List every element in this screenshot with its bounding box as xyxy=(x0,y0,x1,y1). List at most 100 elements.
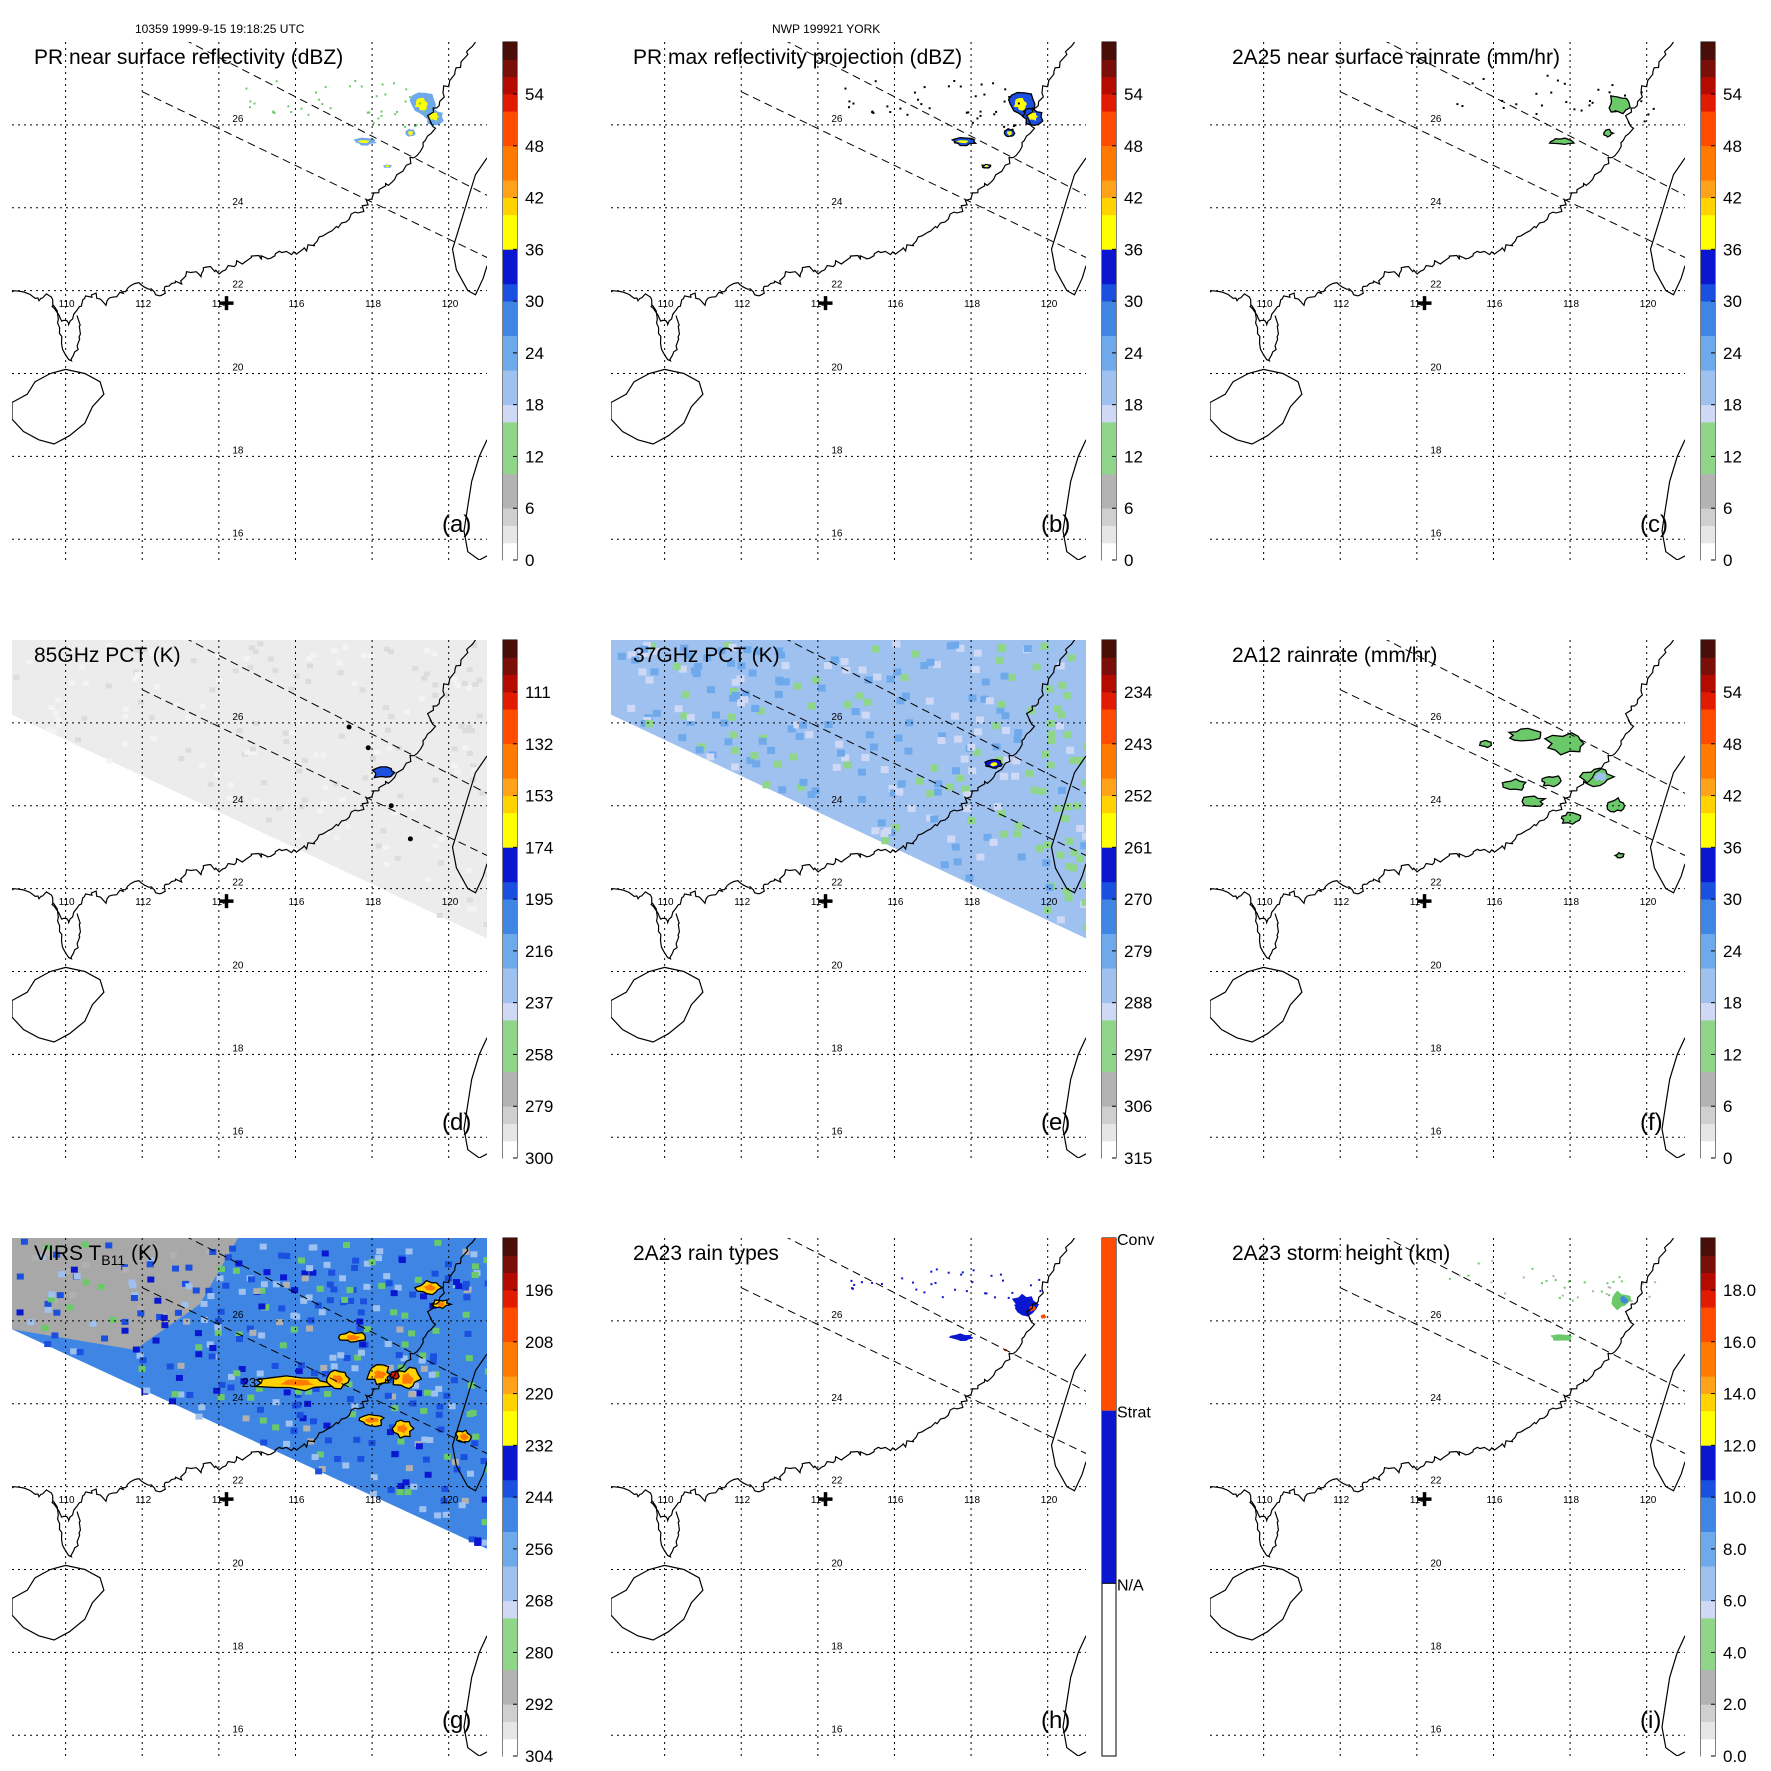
ir-pixel xyxy=(260,1281,268,1288)
colorbar-segment xyxy=(503,1140,517,1159)
colorbar-segment xyxy=(1701,370,1715,388)
pct-pixel xyxy=(1017,853,1026,861)
ir-pixel xyxy=(283,1253,291,1260)
pct-pixel xyxy=(1042,859,1051,867)
pct-pixel xyxy=(717,647,726,655)
pct-pixel xyxy=(706,753,715,761)
ir-pixel xyxy=(31,1254,39,1261)
pct-pixel xyxy=(423,648,430,654)
pct-pixel xyxy=(869,743,878,751)
colorbar-segment xyxy=(1101,1582,1117,1757)
lat-label: 26 xyxy=(831,1310,843,1321)
cold-core xyxy=(280,1379,315,1386)
colorbar-segment xyxy=(1701,59,1715,78)
pct-pixel xyxy=(963,791,972,799)
radar-pixel xyxy=(272,111,275,114)
colorbar-segment xyxy=(1701,1037,1715,1055)
colorbar-tick-label: 0 xyxy=(1124,551,1133,570)
pct-pixel xyxy=(471,643,478,649)
pct-pixel xyxy=(968,694,977,702)
pct-pixel xyxy=(963,805,972,813)
pct-pixel xyxy=(807,702,816,710)
ir-pixel xyxy=(282,1281,290,1288)
colorbar-tick-label: 2.0 xyxy=(1723,1695,1747,1714)
pct-pixel xyxy=(385,745,392,751)
pct-pixel xyxy=(652,709,661,717)
ir-pixel xyxy=(44,1306,52,1313)
ir-pixel xyxy=(384,1341,392,1348)
ir-pixel xyxy=(453,1466,461,1473)
colorbar-segment xyxy=(1701,1054,1715,1073)
pct-pixel xyxy=(253,798,260,804)
colorbar-tick-label: 0 xyxy=(1723,551,1732,570)
colorbar-tick-label: 174 xyxy=(525,838,553,857)
colorbar-tick-label: 195 xyxy=(525,890,553,909)
lat-label: 26 xyxy=(831,114,843,125)
ir-pixel xyxy=(309,1269,317,1276)
panel-title: 2A25 near surface rainrate (mm/hr) xyxy=(1232,46,1560,69)
pct-pixel xyxy=(973,649,982,657)
pct-pixel xyxy=(686,718,695,726)
ir-pixel xyxy=(420,1407,428,1414)
colorbar-segment xyxy=(1701,197,1715,216)
colorbar-segment xyxy=(1701,249,1715,267)
lat-label: 18 xyxy=(232,1641,244,1652)
colorbar-tick-label: 14.0 xyxy=(1723,1385,1756,1404)
orbit-time-label: 10359 1999-9-15 19:18:25 UTC xyxy=(135,22,305,36)
colorbar-segment xyxy=(1701,864,1715,883)
colorbar-tick-label: 196 xyxy=(525,1281,553,1300)
pct-pixel xyxy=(132,676,139,682)
pct-pixel xyxy=(1066,746,1075,754)
rain-type-pixel xyxy=(930,1270,933,1273)
ir-pixel xyxy=(347,1297,355,1304)
pct-pixel xyxy=(892,640,901,648)
radar-pixel xyxy=(314,91,317,94)
panel-f: 1101121141161181202624222018162A12 rainr… xyxy=(1210,639,1742,1168)
ir-pixel xyxy=(131,1291,139,1298)
ir-pixel xyxy=(389,1393,397,1400)
pr-swath-edge xyxy=(187,42,487,196)
rain-type-pixel xyxy=(853,1283,856,1286)
colorbar-segment xyxy=(1102,674,1116,693)
pct-pixel xyxy=(442,891,449,897)
radar-pixel xyxy=(852,102,855,105)
pmw-swath xyxy=(12,640,487,939)
leizhou-coastline xyxy=(651,304,681,362)
colorbar-segment xyxy=(1701,1635,1715,1653)
colorbar-segment xyxy=(503,1123,517,1142)
pct-pixel xyxy=(375,843,382,849)
ir-pixel xyxy=(136,1352,144,1359)
rain-pixel xyxy=(1614,110,1617,113)
ir-pixel xyxy=(97,1283,105,1290)
pct-pixel xyxy=(915,777,924,785)
pct-pixel xyxy=(925,697,934,705)
pct-pixel xyxy=(956,644,965,652)
pct-pixel xyxy=(1057,711,1066,719)
rain-type-pixel xyxy=(985,1292,988,1295)
pct-pixel xyxy=(873,673,882,681)
rain-type-pixel xyxy=(1039,1290,1042,1293)
ir-pixel xyxy=(195,1413,203,1420)
lat-label: 20 xyxy=(232,363,244,374)
map-area: 110112114116118120262422201816 xyxy=(1210,1238,1685,1756)
pct-pixel xyxy=(451,746,458,752)
ir-pixel xyxy=(441,1485,449,1492)
pct-pixel xyxy=(857,795,866,803)
echo-top-pixel xyxy=(1620,1280,1623,1283)
ir-pixel xyxy=(326,1281,334,1288)
hainan-island xyxy=(611,368,704,445)
pr-swath-edge xyxy=(786,640,1086,794)
colorbar-segment xyxy=(1102,985,1116,1004)
colorbar-segment xyxy=(1701,1071,1715,1090)
ir-pixel xyxy=(169,1252,177,1259)
leizhou-coastline xyxy=(651,1500,681,1558)
pct-pixel xyxy=(756,707,765,715)
rain-pixel xyxy=(1535,113,1538,116)
ir-pixel xyxy=(460,1454,468,1461)
pct-pixel xyxy=(466,867,473,873)
colorbar-segment xyxy=(1701,1548,1715,1567)
ir-pixel xyxy=(330,1286,338,1293)
pct-pixel xyxy=(889,789,898,797)
colorbar-tick-label: 4.0 xyxy=(1723,1643,1747,1662)
radar-pixel xyxy=(287,105,290,108)
